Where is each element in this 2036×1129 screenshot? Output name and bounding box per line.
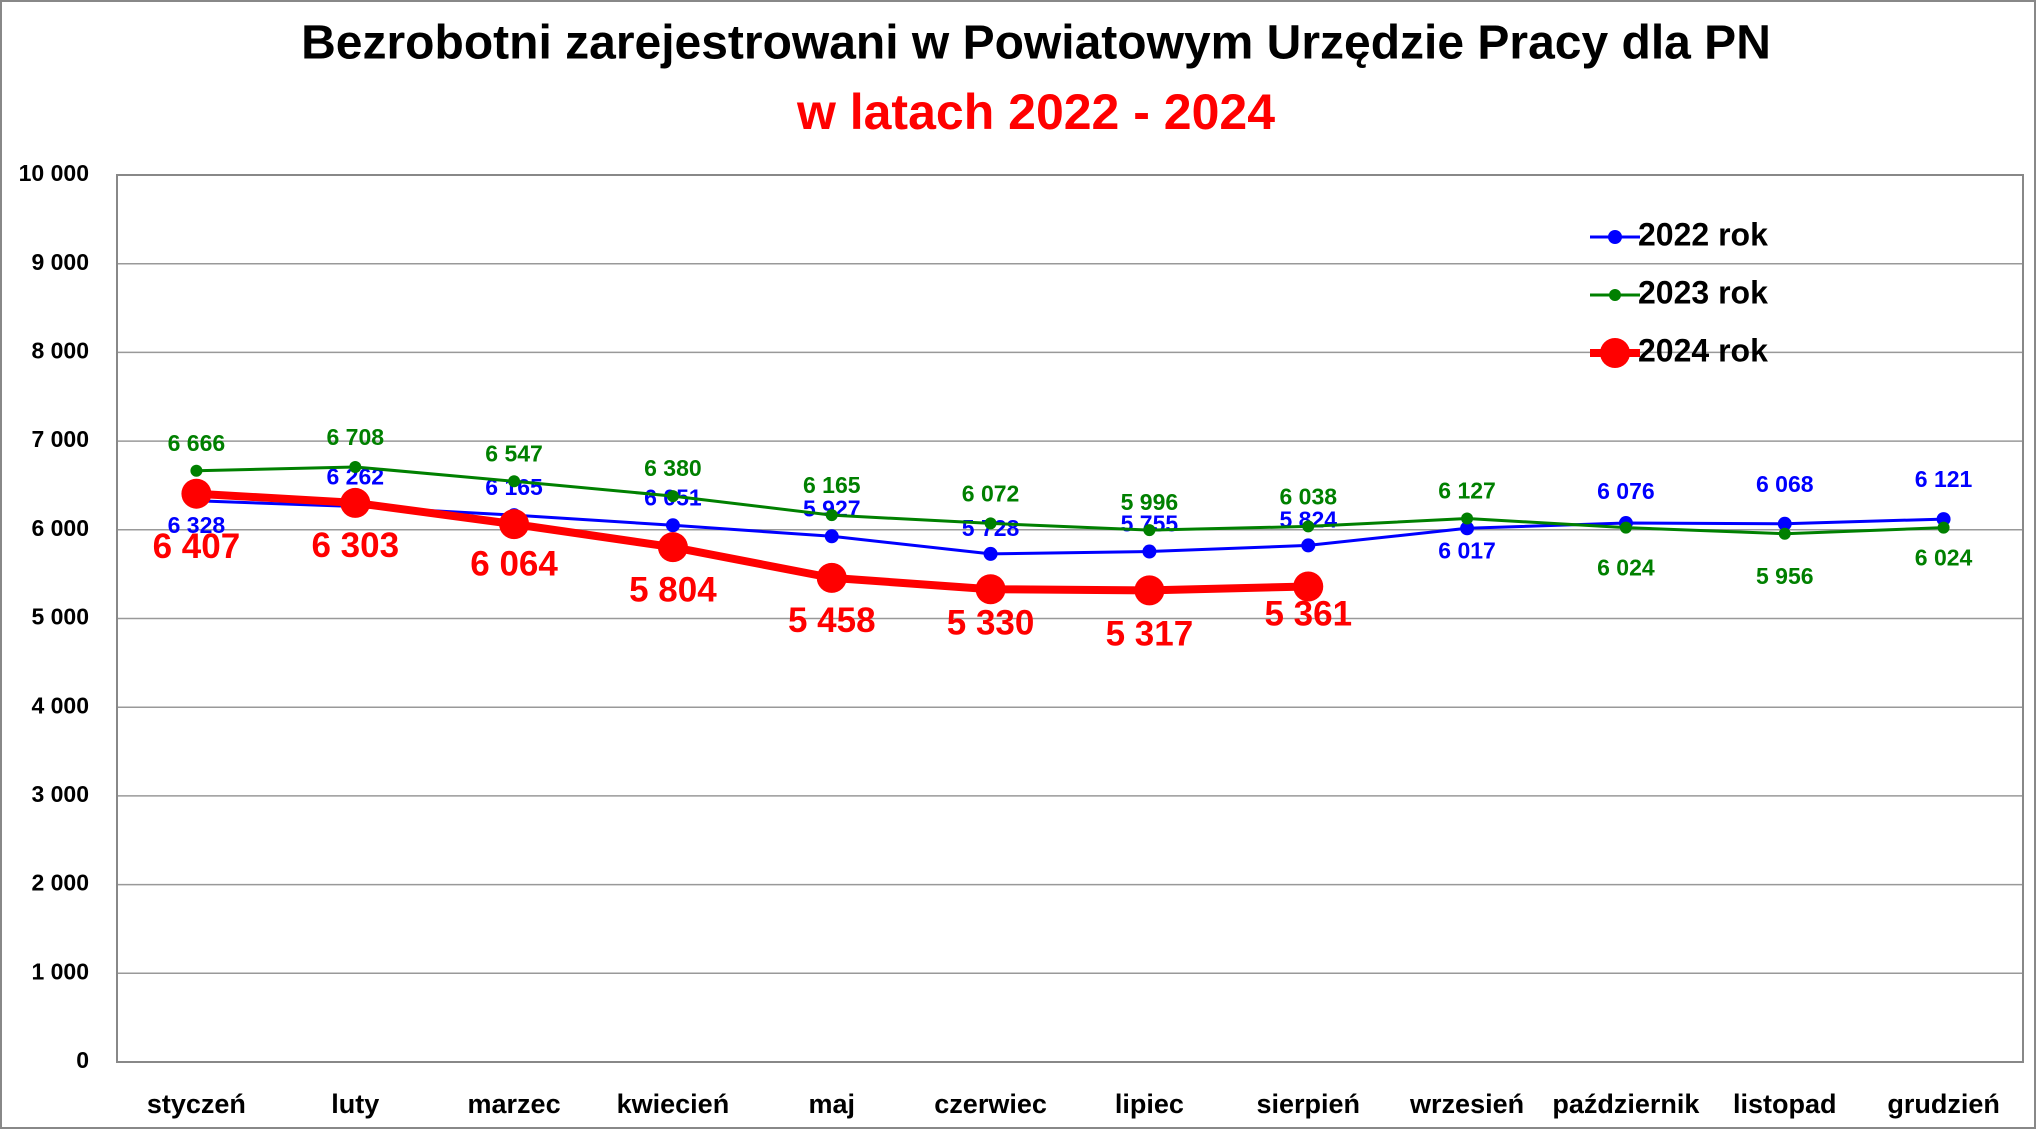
series-marker <box>1937 521 1950 534</box>
series-marker <box>1142 544 1157 559</box>
data-label: 6 407 <box>153 527 241 566</box>
y-tick-label: 9 000 <box>31 249 89 275</box>
series-marker <box>340 487 371 518</box>
data-label: 5 956 <box>1756 563 1814 589</box>
data-label: 6 121 <box>1915 466 1973 492</box>
series-marker <box>1778 527 1791 540</box>
x-tick-label: marzec <box>468 1089 561 1119</box>
legend-marker <box>1609 289 1621 301</box>
series-marker <box>349 461 362 474</box>
series-marker <box>816 562 847 593</box>
series-marker <box>181 478 212 509</box>
series-line <box>196 499 1944 556</box>
series-line <box>196 489 1309 595</box>
series-marker <box>1301 538 1316 553</box>
x-tick-label: maj <box>808 1089 855 1119</box>
x-tick-label: styczeń <box>147 1089 246 1119</box>
chart-subtitle: w latach 2022 - 2024 <box>796 84 1275 140</box>
series-marker <box>508 475 521 488</box>
series-marker <box>1936 512 1951 527</box>
series-marker <box>190 464 203 477</box>
data-label: 6 076 <box>1597 478 1655 504</box>
series-marker <box>666 490 679 503</box>
series-marker <box>975 574 1006 605</box>
data-label: 5 330 <box>947 603 1035 642</box>
data-label: 6 072 <box>962 480 1020 506</box>
series-marker <box>824 529 839 544</box>
series-marker <box>1302 520 1315 533</box>
series-marker <box>665 518 680 533</box>
x-tick-label: luty <box>331 1089 379 1119</box>
series-marker <box>1143 524 1156 537</box>
y-tick-label: 0 <box>76 1047 89 1073</box>
data-label: 5 458 <box>788 601 876 640</box>
y-tick-label: 10 000 <box>19 160 89 186</box>
series-marker <box>1134 575 1165 606</box>
chart-title: Bezrobotni zarejestrowani w Powiatowym U… <box>301 17 1771 70</box>
data-label: 6 165 <box>803 472 861 498</box>
x-tick-label: październik <box>1552 1089 1700 1119</box>
legend-marker <box>1608 230 1622 244</box>
data-label: 6 380 <box>644 455 702 481</box>
data-label: 5 804 <box>629 570 717 609</box>
legend-marker <box>1600 338 1630 368</box>
series-marker <box>1619 521 1632 534</box>
y-tick-label: 8 000 <box>31 337 89 363</box>
y-tick-label: 5 000 <box>31 604 89 630</box>
data-label: 6 127 <box>1438 478 1496 504</box>
data-label: 5 361 <box>1264 595 1352 634</box>
legend-label: 2024 rok <box>1638 332 1768 368</box>
series-marker <box>825 509 838 522</box>
x-tick-label: grudzień <box>1887 1089 2000 1119</box>
x-tick-label: kwiecień <box>617 1089 730 1119</box>
x-tick-label: wrzesień <box>1409 1089 1524 1119</box>
x-tick-label: listopad <box>1733 1089 1837 1119</box>
series-marker <box>984 517 997 530</box>
data-label: 6 024 <box>1597 555 1655 581</box>
data-label: 6 068 <box>1756 471 1814 497</box>
y-tick-label: 2 000 <box>31 870 89 896</box>
data-label: 6 547 <box>485 440 543 466</box>
x-tick-label: lipiec <box>1115 1089 1184 1119</box>
data-label: 6 708 <box>326 424 384 450</box>
legend-label: 2022 rok <box>1638 216 1768 252</box>
x-tick-label: sierpień <box>1256 1089 1360 1119</box>
legend-label: 2023 rok <box>1638 274 1768 310</box>
series-marker <box>1777 516 1792 531</box>
series-marker <box>657 532 688 563</box>
data-label: 6 064 <box>470 544 558 583</box>
series-marker <box>1460 521 1475 536</box>
data-label: 6 328 <box>168 512 226 538</box>
data-label: 5 317 <box>1106 615 1194 654</box>
data-label: 6 024 <box>1915 545 1973 571</box>
data-label: 6 666 <box>168 430 226 456</box>
y-tick-label: 3 000 <box>31 781 89 807</box>
data-label: 5 996 <box>1121 489 1179 515</box>
plot-border <box>116 174 2024 1063</box>
series-line <box>196 465 1944 536</box>
series-marker <box>983 546 998 561</box>
data-label: 6 038 <box>1279 484 1337 510</box>
data-label: 6 017 <box>1438 537 1496 563</box>
x-tick-label: czerwiec <box>934 1089 1047 1119</box>
series-marker <box>1461 512 1474 525</box>
y-tick-label: 6 000 <box>31 515 89 541</box>
series-marker <box>499 509 530 540</box>
data-label: 6 303 <box>311 526 399 565</box>
series-marker <box>1293 571 1324 602</box>
y-tick-label: 7 000 <box>31 426 89 452</box>
y-tick-label: 4 000 <box>31 692 89 718</box>
y-tick-label: 1 000 <box>31 958 89 984</box>
